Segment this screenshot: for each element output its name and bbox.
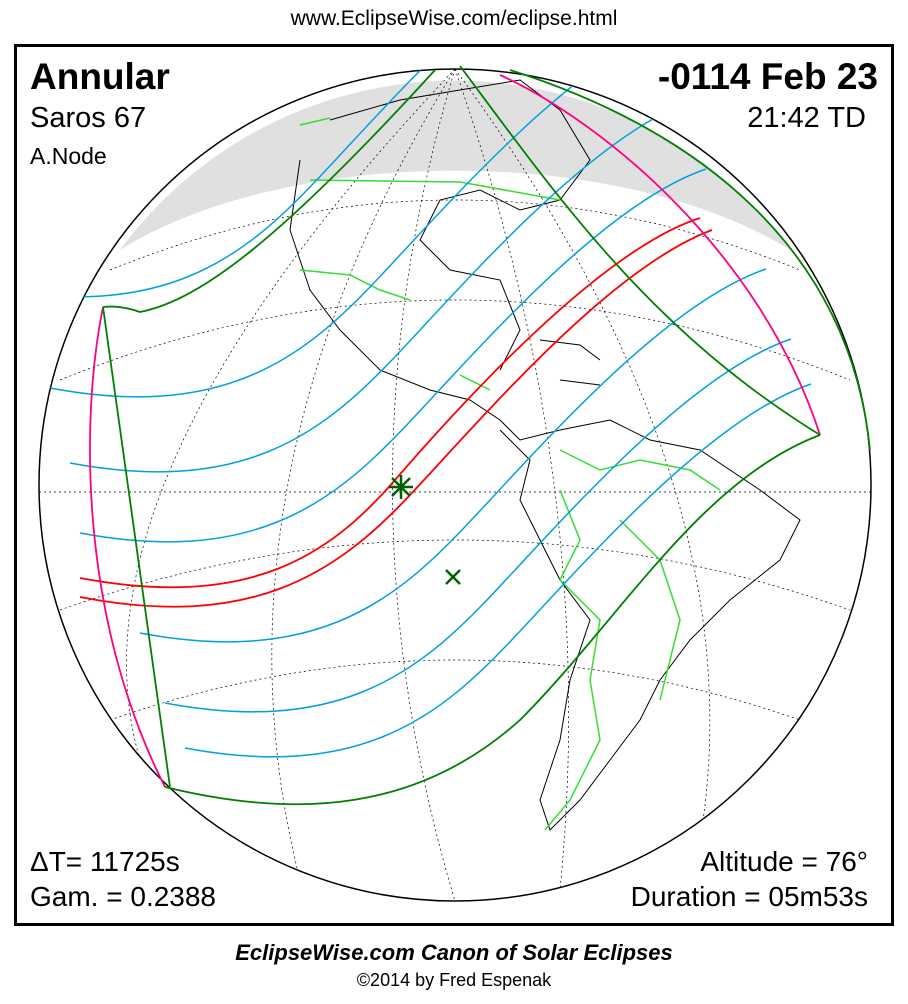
eclipse-time: 21:42 TD <box>747 102 866 134</box>
northern-outer-limit <box>102 69 436 313</box>
node: A.Node <box>30 143 107 169</box>
night-shading <box>120 80 790 251</box>
sunset-limit <box>459 65 821 436</box>
delta-t: ΔT= 11725s <box>30 846 180 877</box>
url-text: www.EclipseWise.com/eclipse.html <box>290 7 618 30</box>
rise-set-curves <box>89 74 821 788</box>
southern-outer-limit <box>164 434 821 806</box>
borders <box>299 117 721 831</box>
copyright: ©2014 by Fred Espenak <box>356 970 552 990</box>
sunrise-limit <box>102 306 171 788</box>
eclipse-date: -0114 Feb 23 <box>657 56 878 97</box>
greatest-eclipse-star-icon <box>389 475 413 499</box>
sub-solar-x-icon <box>445 569 461 585</box>
duration: Duration = 05m53s <box>630 881 868 912</box>
eclipse-type: Annular <box>30 56 170 97</box>
gamma: Gam. = 0.2388 <box>30 881 217 912</box>
altitude: Altitude = 76° <box>700 846 868 877</box>
saros: Saros 67 <box>30 102 147 134</box>
northern-boundary <box>509 69 871 451</box>
outer-limits <box>102 65 871 806</box>
isolines <box>39 69 812 758</box>
coastlines <box>289 79 801 831</box>
canon-title: EclipseWise.com Canon of Solar Eclipses <box>235 940 673 965</box>
map-frame <box>14 44 894 926</box>
